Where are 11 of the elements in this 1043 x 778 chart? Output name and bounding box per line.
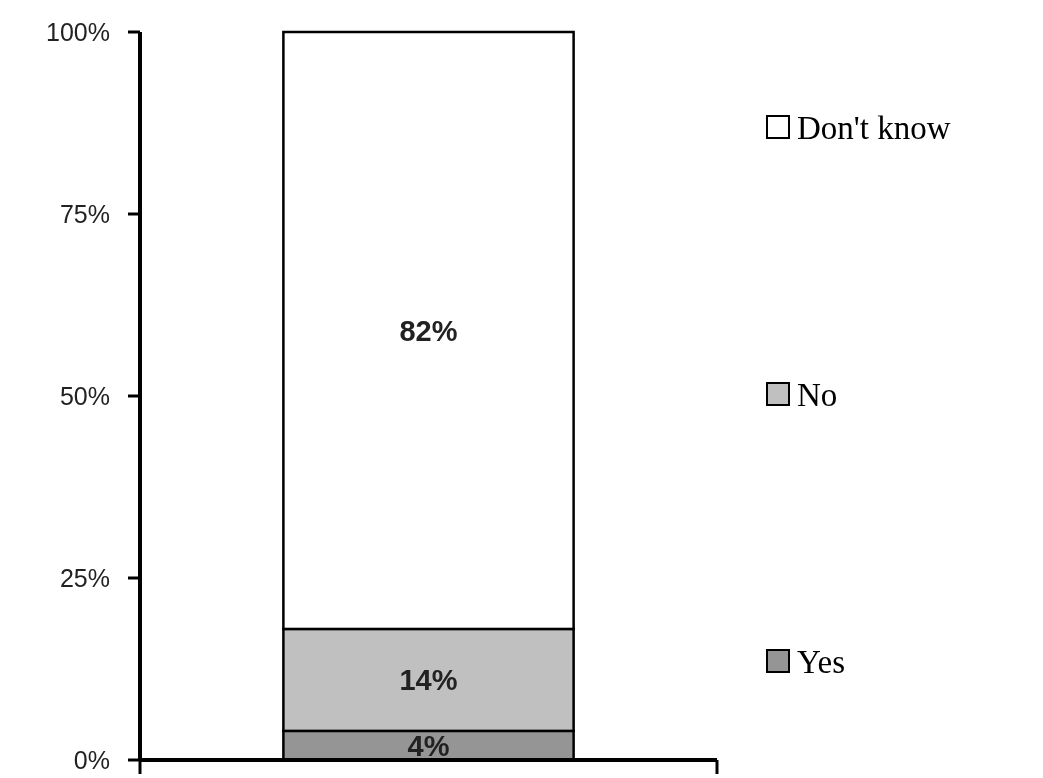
y-tick-label: 75% <box>59 200 110 228</box>
data-label: 4% <box>407 729 450 762</box>
legend-label: Yes <box>797 643 846 680</box>
legend-label: Don't know <box>797 109 951 146</box>
data-label: 14% <box>399 664 458 697</box>
y-tick-label: 100% <box>46 18 110 46</box>
data-label: 82% <box>399 314 458 347</box>
legend-label: No <box>797 376 838 413</box>
y-tick-label: 25% <box>59 564 110 592</box>
y-tick-label: 50% <box>59 382 110 410</box>
y-tick-label: 0% <box>73 746 110 774</box>
